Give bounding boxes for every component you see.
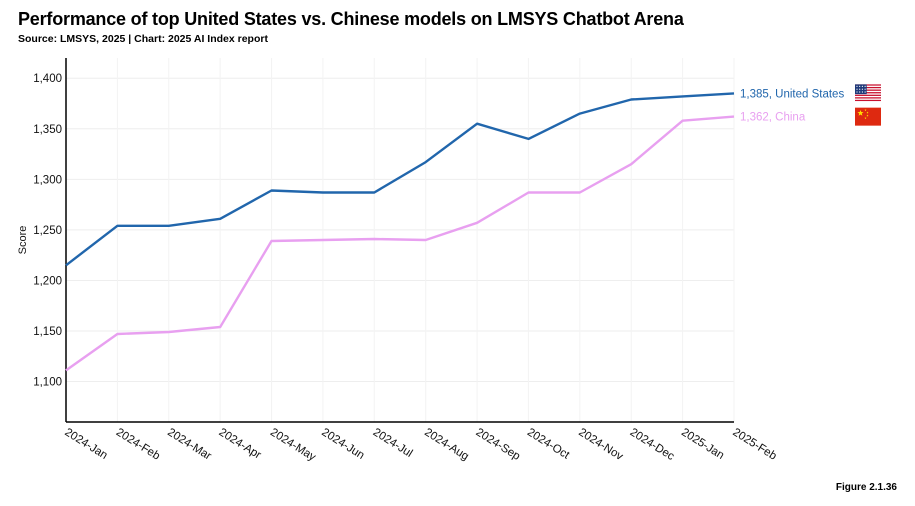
y-tick-labels: 1,100 1,150 1,200 1,250 1,300 1,350 1,400 xyxy=(33,73,62,388)
y-axis-label: Score xyxy=(17,226,29,255)
y-tick-label: 1,150 xyxy=(33,326,62,338)
flag-star xyxy=(857,109,864,116)
x-tick-label: 2025-Jan xyxy=(679,426,726,462)
flag-star xyxy=(861,88,864,90)
flag-stripe xyxy=(855,95,881,98)
x-tick-label: 2024-Jun xyxy=(319,426,366,462)
flag-star xyxy=(864,88,866,90)
flag-star xyxy=(864,109,867,112)
flag-stripe xyxy=(855,98,881,100)
flag-star xyxy=(866,114,869,117)
series-end-labels: 1,385, United States 1,362, China xyxy=(740,84,881,126)
flag-stripe xyxy=(855,101,881,103)
flag-stripe xyxy=(855,99,881,102)
series-end-label: 1,385, United States xyxy=(740,88,844,100)
flag-star xyxy=(856,91,858,93)
china-flag-icon xyxy=(855,107,881,126)
flag-canton xyxy=(855,84,867,95)
x-tick-label: 2024-Sep xyxy=(473,426,522,463)
series-end-label: 1,362, China xyxy=(740,112,806,124)
x-tick-labels: 2024-Jan 2024-Feb 2024-Mar 2024-Apr 2024-May… xyxy=(62,426,778,463)
y-tick-label: 1,350 xyxy=(33,124,62,136)
x-tick-label: 2024-Mar xyxy=(165,426,213,462)
x-tick-label: 2025-Feb xyxy=(730,426,778,462)
flag-stripe xyxy=(855,92,881,94)
y-tick-label: 1,250 xyxy=(33,225,62,237)
flag-stripe xyxy=(855,89,881,92)
x-tick-label: 2024-Apr xyxy=(217,426,264,461)
x-tick-label: 2024-May xyxy=(268,426,318,463)
x-tick-label: 2024-Jul xyxy=(371,426,415,460)
x-tick-label: 2024-Jan xyxy=(62,426,109,462)
figure-label: Figure 2.1.36 xyxy=(835,482,897,493)
us-flag-icon xyxy=(855,84,881,103)
y-tick-label: 1,100 xyxy=(33,377,62,389)
series-lines xyxy=(65,92,735,372)
flag-star xyxy=(856,85,858,87)
flag-stripe xyxy=(855,88,881,90)
flag-star xyxy=(861,91,864,93)
chart-title: Performance of top United States vs. Chi… xyxy=(18,9,684,29)
x-tick-label: 2024-Nov xyxy=(576,426,625,463)
flag-stripe xyxy=(855,93,881,95)
chart-source: Source: LMSYS, 2025 | Chart: 2025 AI Ind… xyxy=(18,33,268,45)
flag-stripe xyxy=(855,97,881,99)
y-tick-label: 1,200 xyxy=(33,275,62,287)
flag-star xyxy=(859,85,861,87)
flag-stripe xyxy=(855,84,881,86)
flag-stripe xyxy=(855,86,881,89)
flag-star xyxy=(864,85,866,87)
flag-field xyxy=(855,107,881,126)
x-tick-label: 2024-Dec xyxy=(628,426,677,463)
flag-star xyxy=(859,88,861,90)
flag-star xyxy=(859,91,861,93)
y-tick-label: 1,400 xyxy=(33,73,62,85)
flag-stripe xyxy=(855,94,881,97)
flag-star xyxy=(864,117,867,120)
flag-stripe xyxy=(855,85,881,87)
x-tick-label: 2024-Oct xyxy=(525,426,572,462)
series-line-united-states xyxy=(65,92,735,267)
flag-star xyxy=(864,91,866,93)
x-tick-label: 2024-Aug xyxy=(422,426,471,463)
x-tick-label: 2024-Feb xyxy=(114,426,162,462)
flag-stripe xyxy=(855,90,881,93)
series-line-china xyxy=(65,115,735,372)
flag-star xyxy=(861,85,864,87)
flag-star xyxy=(856,88,858,90)
y-tick-label: 1,300 xyxy=(33,174,62,186)
flag-star xyxy=(866,111,869,114)
